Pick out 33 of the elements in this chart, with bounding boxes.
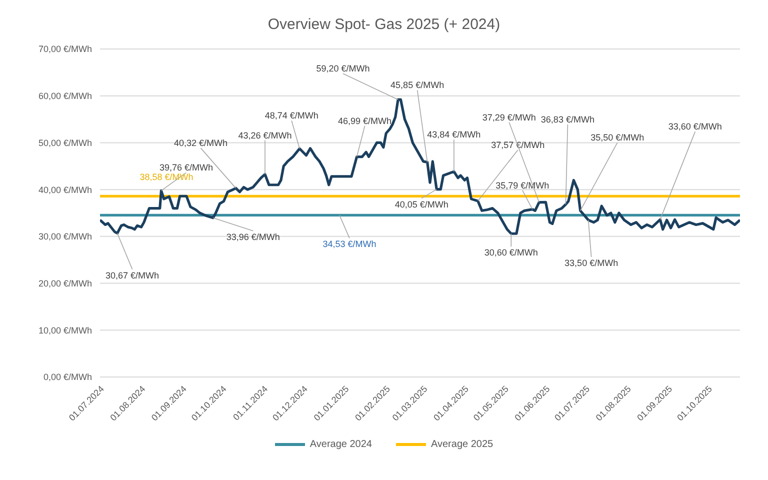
annotation: 33,96 €/MWh [226,232,280,242]
annotation: 35,50 €/MWh [590,132,644,143]
annotation: 38,58 €/MWh [140,172,194,182]
annotation: 48,74 €/MWh [264,110,318,121]
annotation: 43,84 €/MWh [427,130,481,140]
annotation: 33,60 €/MWh [668,122,722,132]
y-tick-label: 20,00 €/MWh [38,278,92,288]
annotation: 37,57 €/MWh [491,140,545,150]
annotation: 40,32 €/MWh [174,138,228,148]
annotation: 30,60 €/MWh [484,248,538,258]
annotation: 35,79 €/MWh [496,180,550,190]
annotation: 59,20 €/MWh [316,64,370,74]
annotation: 39,76 €/MWh [159,162,213,173]
annotation: 36,83 €/MWh [540,114,594,124]
chart-title: Overview Spot- Gas 2025 (+ 2024) [266,15,502,35]
annotation: 30,67 €/MWh [106,270,160,280]
y-tick-label: 10,00 €/MWh [38,325,92,336]
legend-label: Average 2025 [430,439,494,450]
annotation: 45,85 €/MWh [390,80,444,90]
y-tick-label: 70,00 €/MWh [38,44,92,54]
line-series [100,98,740,235]
legend-label: Average 2024 [308,439,372,450]
annotation: 43,26 €/MWh [238,130,292,140]
annotation: 34,53 €/MWh [322,239,376,250]
annotation: 33,50 €/MWh [564,258,618,268]
annotation: 37,29 €/MWh [482,112,536,122]
y-tick-label: 40,00 €/MWh [38,184,92,195]
y-tick-label: 30,00 €/MWh [38,232,92,242]
y-tick-label: 60,00 €/MWh [38,91,92,102]
y-tick-label: 50,00 €/MWh [38,138,92,148]
annotation: 40,05 €/MWh [394,199,448,210]
annotation: 46,99 €/MWh [338,116,392,126]
y-tick-label: 0,00 €/MWh [43,372,92,382]
